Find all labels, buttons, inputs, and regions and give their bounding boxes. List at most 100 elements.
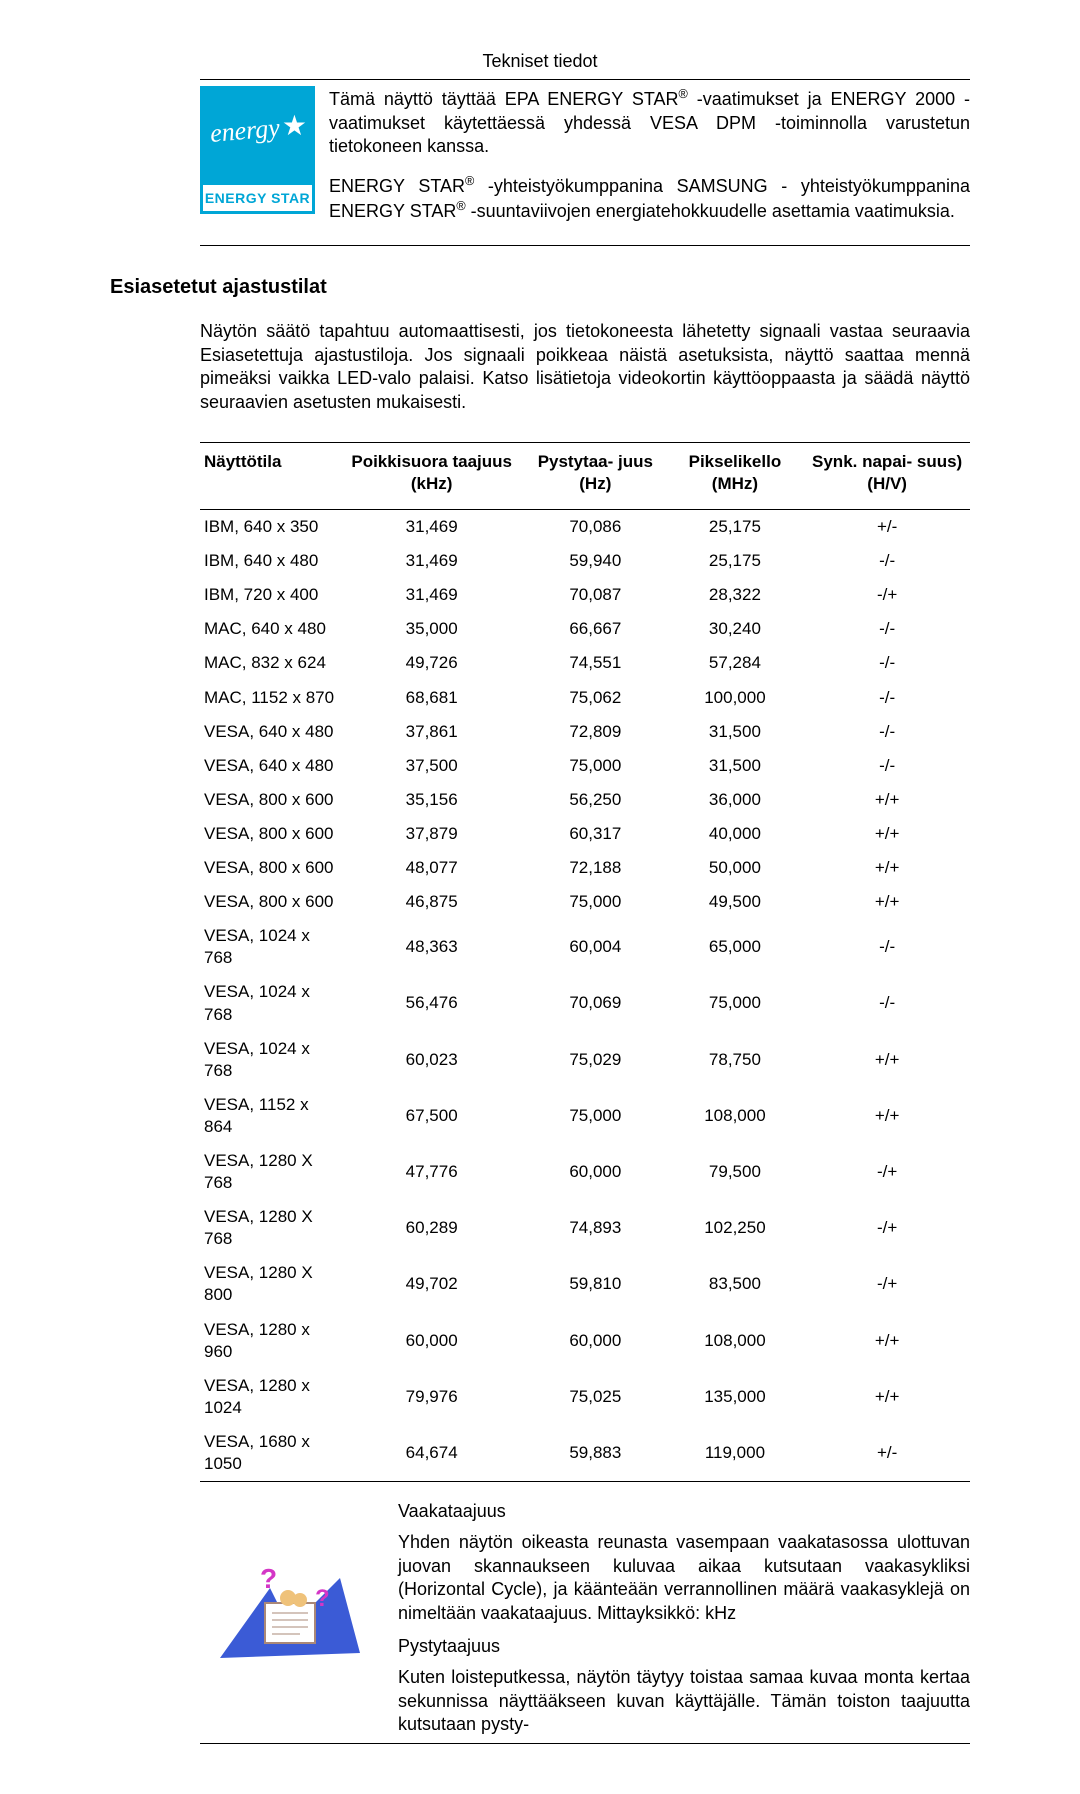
vert-freq-heading: Pystytaajuus	[398, 1635, 970, 1658]
table-cell: 57,284	[666, 646, 805, 680]
table-cell: 59,940	[525, 544, 666, 578]
star-icon: ★	[282, 108, 307, 144]
table-cell: 75,000	[666, 975, 805, 1031]
energy-star-logo: energy ★ ENERGY STAR	[200, 86, 315, 214]
table-cell: 56,476	[338, 975, 525, 1031]
table-cell: 64,674	[338, 1425, 525, 1482]
table-row: VESA, 800 x 60048,07772,18850,000+/+	[200, 851, 970, 885]
table-cell: 60,000	[525, 1313, 666, 1369]
table-row: IBM, 720 x 40031,46970,08728,322-/+	[200, 578, 970, 612]
table-cell: 31,469	[338, 544, 525, 578]
table-cell: 70,087	[525, 578, 666, 612]
table-row: MAC, 1152 x 87068,68175,062100,000-/-	[200, 681, 970, 715]
table-cell: 48,363	[338, 919, 525, 975]
table-cell: 74,551	[525, 646, 666, 680]
table-cell: VESA, 1024 x 768	[200, 975, 338, 1031]
table-cell: 31,469	[338, 578, 525, 612]
table-cell: VESA, 1280 X 800	[200, 1256, 338, 1312]
table-cell: 72,188	[525, 851, 666, 885]
table-cell: 40,000	[666, 817, 805, 851]
table-cell: 59,810	[525, 1256, 666, 1312]
table-cell: 46,875	[338, 885, 525, 919]
table-cell: 75,000	[525, 749, 666, 783]
table-row: VESA, 1280 X 76860,28974,893102,250-/+	[200, 1200, 970, 1256]
table-row: VESA, 640 x 48037,86172,80931,500-/-	[200, 715, 970, 749]
table-cell: -/-	[804, 646, 970, 680]
horiz-freq-heading: Vaakataajuus	[398, 1500, 970, 1523]
table-cell: 37,879	[338, 817, 525, 851]
table-cell: 70,086	[525, 510, 666, 545]
table-cell: VESA, 640 x 480	[200, 749, 338, 783]
table-cell: MAC, 1152 x 870	[200, 681, 338, 715]
table-cell: 135,000	[666, 1369, 805, 1425]
table-cell: -/-	[804, 975, 970, 1031]
table-cell: 31,500	[666, 715, 805, 749]
table-cell: IBM, 640 x 480	[200, 544, 338, 578]
table-cell: 79,976	[338, 1369, 525, 1425]
table-header: Pystytaa- juus (Hz)	[525, 442, 666, 509]
table-header: Poikkisuora taajuus (kHz)	[338, 442, 525, 509]
table-cell: VESA, 640 x 480	[200, 715, 338, 749]
table-cell: 75,025	[525, 1369, 666, 1425]
table-cell: +/+	[804, 1032, 970, 1088]
table-cell: -/-	[804, 681, 970, 715]
energy-logo-band: ENERGY STAR	[200, 182, 315, 214]
table-cell: 35,000	[338, 612, 525, 646]
table-cell: VESA, 1152 x 864	[200, 1088, 338, 1144]
table-header: Synk. napai- suus) (H/V)	[804, 442, 970, 509]
table-cell: +/+	[804, 851, 970, 885]
table-cell: IBM, 720 x 400	[200, 578, 338, 612]
table-row: VESA, 1280 X 76847,77660,00079,500-/+	[200, 1144, 970, 1200]
energy-star-text: Tämä näyttö täyttää EPA ENERGY STAR® -va…	[329, 86, 970, 237]
table-cell: 56,250	[525, 783, 666, 817]
table-row: VESA, 1680 x 105064,67459,883119,000+/-	[200, 1425, 970, 1482]
table-cell: 60,004	[525, 919, 666, 975]
table-cell: -/+	[804, 1144, 970, 1200]
table-cell: 75,029	[525, 1032, 666, 1088]
table-cell: -/-	[804, 749, 970, 783]
table-row: VESA, 1280 x 102479,97675,025135,000+/+	[200, 1369, 970, 1425]
table-row: VESA, 1280 X 80049,70259,81083,500-/+	[200, 1256, 970, 1312]
table-cell: VESA, 1280 X 768	[200, 1200, 338, 1256]
table-cell: +/+	[804, 817, 970, 851]
energy-star-section: energy ★ ENERGY STAR Tämä näyttö täyttää…	[200, 79, 970, 246]
table-cell: VESA, 1280 x 960	[200, 1313, 338, 1369]
table-cell: +/+	[804, 1088, 970, 1144]
table-cell: 72,809	[525, 715, 666, 749]
table-cell: 49,702	[338, 1256, 525, 1312]
table-row: VESA, 1152 x 86467,50075,000108,000+/+	[200, 1088, 970, 1144]
energy-logo-script: energy	[209, 111, 281, 151]
table-row: IBM, 640 x 48031,46959,94025,175-/-	[200, 544, 970, 578]
table-cell: 68,681	[338, 681, 525, 715]
table-cell: MAC, 640 x 480	[200, 612, 338, 646]
table-row: VESA, 800 x 60046,87575,00049,500+/+	[200, 885, 970, 919]
svg-text:?: ?	[315, 1585, 330, 1612]
table-cell: +/+	[804, 1313, 970, 1369]
table-cell: 25,175	[666, 510, 805, 545]
table-cell: 49,726	[338, 646, 525, 680]
table-cell: IBM, 640 x 350	[200, 510, 338, 545]
table-cell: 48,077	[338, 851, 525, 885]
table-row: MAC, 640 x 48035,00066,66730,240-/-	[200, 612, 970, 646]
table-cell: 60,023	[338, 1032, 525, 1088]
table-cell: 78,750	[666, 1032, 805, 1088]
table-cell: VESA, 1680 x 1050	[200, 1425, 338, 1482]
table-cell: 100,000	[666, 681, 805, 715]
table-cell: 75,000	[525, 1088, 666, 1144]
table-cell: VESA, 800 x 600	[200, 783, 338, 817]
timing-modes-table: NäyttötilaPoikkisuora taajuus (kHz)Pysty…	[200, 442, 970, 1482]
frequency-explanation: ? ? Vaakataajuus Yhden näytön oikeasta r…	[200, 1500, 970, 1744]
table-row: VESA, 1024 x 76860,02375,02978,750+/+	[200, 1032, 970, 1088]
table-cell: +/+	[804, 783, 970, 817]
intro-paragraph: Näytön säätö tapahtuu automaattisesti, j…	[200, 320, 970, 414]
horiz-freq-para: Yhden näytön oikeasta reunasta vasempaan…	[398, 1531, 970, 1625]
table-cell: 66,667	[525, 612, 666, 646]
table-cell: 37,861	[338, 715, 525, 749]
table-cell: VESA, 1280 X 768	[200, 1144, 338, 1200]
table-cell: -/+	[804, 578, 970, 612]
table-cell: 79,500	[666, 1144, 805, 1200]
table-cell: +/-	[804, 510, 970, 545]
energy-para-1: Tämä näyttö täyttää EPA ENERGY STAR® -va…	[329, 86, 970, 158]
table-cell: -/-	[804, 919, 970, 975]
table-cell: 60,317	[525, 817, 666, 851]
